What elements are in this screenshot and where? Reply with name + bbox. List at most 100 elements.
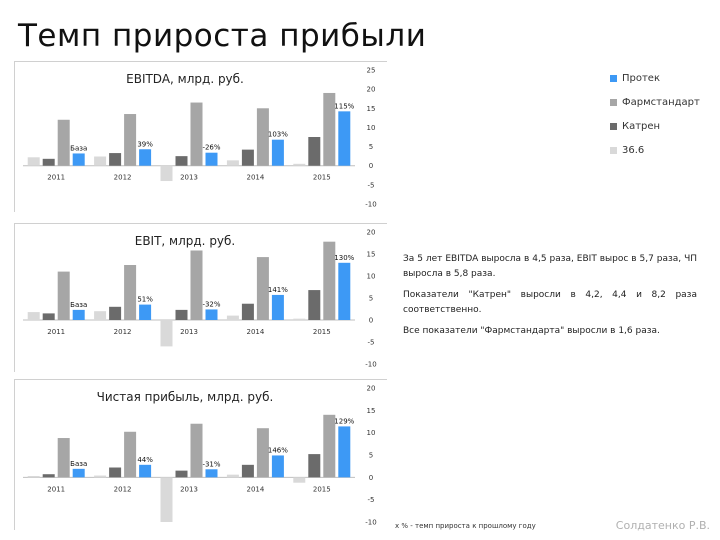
- y-tick-label: 10: [367, 429, 376, 437]
- bar-katren: [42, 158, 55, 166]
- legend-swatch-katren: [610, 122, 617, 130]
- page-title: Темп прироста прибыли: [18, 18, 427, 54]
- bar-protek: [338, 111, 351, 166]
- bar-pharmstandard: [57, 119, 70, 166]
- bar-katren: [308, 454, 321, 478]
- commentary-paragraph: За 5 лет EBITDA выросла в 4,5 раза, EBIT…: [403, 254, 697, 279]
- bar-katren: [109, 153, 122, 166]
- y-tick-label: 20: [367, 229, 376, 237]
- data-label: 146%: [268, 446, 288, 454]
- legend-swatch-pharmstandard: [610, 98, 617, 106]
- bar-pharmstandard: [323, 414, 336, 478]
- bar-katren: [308, 137, 321, 166]
- legend-swatch-36-6: [610, 146, 617, 154]
- y-tick-label: 0: [369, 162, 373, 170]
- bar-protek: [271, 139, 284, 166]
- chart-title: EBIT, млрд. руб.: [135, 234, 236, 248]
- legend-item-protek: Протек: [610, 66, 700, 90]
- y-tick-label: 10: [367, 124, 376, 132]
- y-tick-label: 15: [367, 105, 376, 113]
- bar-36-6: [94, 156, 107, 166]
- y-tick-label: -10: [365, 361, 376, 369]
- bar-36-6: [160, 320, 173, 347]
- y-tick-label: 5: [369, 452, 373, 460]
- x-tick-label: 2015: [313, 328, 331, 336]
- net-profit-chart: Чистая прибыль, млрд. руб. 20 15 10 5 0 -5 -10 Б…: [14, 379, 387, 530]
- bar-protek: [205, 309, 218, 320]
- bar-katren: [175, 470, 188, 478]
- bar-pharmstandard: [190, 250, 203, 320]
- ebit-chart-svg: EBIT, млрд. руб.20151050-5-10База201151%…: [23, 229, 377, 369]
- bar-katren: [241, 464, 254, 478]
- bar-katren: [42, 313, 55, 320]
- bar-36-6: [226, 474, 239, 478]
- bar-protek: [271, 294, 284, 320]
- chart-title: Чистая прибыль, млрд. руб.: [97, 390, 274, 404]
- data-label: -32%: [202, 300, 220, 308]
- data-label: База: [70, 460, 87, 468]
- commentary-paragraph: Все показатели "Фармстандарта" выросли в…: [403, 326, 660, 336]
- x-tick-label: 2013: [180, 328, 198, 336]
- x-tick-label: 2012: [114, 174, 132, 182]
- bar-36-6: [293, 477, 306, 483]
- legend-item-katren: Катрен: [610, 114, 700, 138]
- bar-protek: [139, 464, 152, 478]
- x-tick-label: 2014: [246, 485, 264, 493]
- legend-item-36-6: 36.6: [610, 138, 700, 162]
- commentary-text: За 5 лет EBITDA выросла в 4,5 раза, EBIT…: [403, 252, 697, 345]
- bar-katren: [241, 303, 254, 320]
- x-tick-label: 2011: [47, 485, 65, 493]
- legend-item-pharmstandard: Фармстандарт: [610, 90, 700, 114]
- bar-protek: [72, 309, 85, 320]
- y-tick-label: 0: [369, 317, 373, 325]
- ebitda-chart: EBITDA, млрд. руб. 25 20 15 10 5 0 -5 -10 База 201…: [14, 61, 387, 212]
- ebit-chart: EBIT, млрд. руб. 20 15 10 5 0 -5 -10 База 2011 51%…: [14, 223, 387, 372]
- x-tick-label: 2015: [313, 174, 331, 182]
- bar-36-6: [160, 477, 173, 522]
- bar-protek: [72, 468, 85, 478]
- legend-label-katren: Катрен: [622, 120, 661, 132]
- bar-katren: [241, 149, 254, 166]
- y-tick-label: -10: [365, 201, 376, 209]
- bar-katren: [109, 467, 122, 478]
- y-tick-label: 20: [367, 385, 376, 393]
- legend-label-protek: Протек: [622, 72, 661, 84]
- bar-pharmstandard: [190, 423, 203, 478]
- y-tick-label: 15: [367, 251, 376, 259]
- chart-title: EBITDA, млрд. руб.: [126, 72, 244, 86]
- bar-36-6: [27, 475, 40, 478]
- bar-pharmstandard: [190, 102, 203, 166]
- bar-katren: [175, 156, 188, 166]
- bar-protek: [139, 149, 152, 166]
- bar-pharmstandard: [57, 271, 70, 320]
- x-tick-label: 2011: [47, 328, 65, 336]
- x-tick-label: 2014: [246, 328, 264, 336]
- data-label: База: [70, 301, 87, 309]
- chart-legend: Протек Фармстандарт Катрен 36.6: [610, 66, 700, 162]
- bar-pharmstandard: [256, 428, 269, 478]
- y-tick-label: 25: [367, 67, 376, 75]
- data-label: 51%: [137, 296, 153, 304]
- bar-36-6: [27, 312, 40, 320]
- bar-pharmstandard: [256, 257, 269, 320]
- bar-pharmstandard: [323, 92, 336, 166]
- x-tick-label: 2015: [313, 485, 331, 493]
- footnote: х % - темп прироста к прошлому году: [395, 522, 536, 530]
- bar-pharmstandard: [124, 114, 137, 166]
- bar-36-6: [94, 311, 107, 320]
- y-tick-label: 0: [369, 474, 373, 482]
- bar-36-6: [27, 157, 40, 166]
- data-label: База: [70, 144, 87, 152]
- bar-protek: [271, 455, 284, 478]
- data-label: 129%: [334, 417, 354, 425]
- x-tick-label: 2012: [114, 485, 132, 493]
- bar-pharmstandard: [124, 265, 137, 320]
- bar-protek: [338, 262, 351, 320]
- bar-protek: [338, 426, 351, 478]
- bar-katren: [175, 309, 188, 320]
- x-tick-label: 2014: [246, 174, 264, 182]
- legend-label-36-6: 36.6: [622, 144, 645, 156]
- bar-pharmstandard: [57, 438, 70, 478]
- y-tick-label: 10: [367, 273, 376, 281]
- x-tick-label: 2011: [47, 174, 65, 182]
